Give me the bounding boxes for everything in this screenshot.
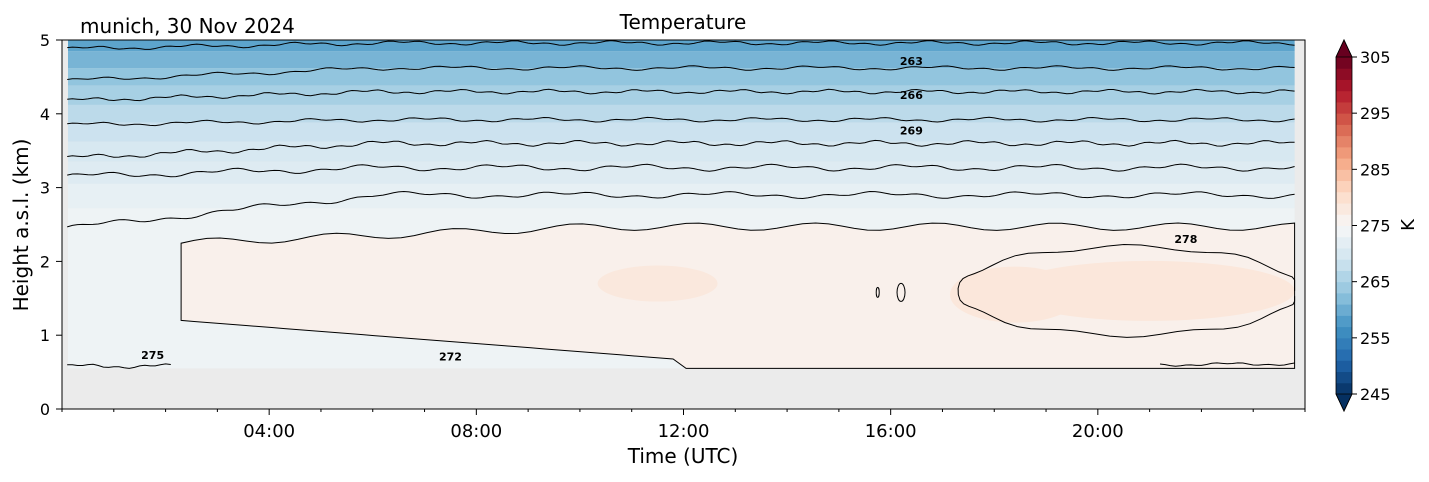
y-tick-label: 3 bbox=[40, 179, 50, 198]
contour-label: 275 bbox=[141, 349, 164, 362]
temperature-band bbox=[68, 104, 1295, 123]
colorbar-segment bbox=[1336, 214, 1352, 226]
colorbar-segment bbox=[1336, 57, 1352, 69]
contour-label: 266 bbox=[900, 89, 923, 102]
colorbar-segment bbox=[1336, 371, 1352, 384]
colorbar-segment bbox=[1336, 304, 1352, 316]
contour-line bbox=[67, 116, 1295, 127]
temperature-band bbox=[68, 51, 1295, 69]
colorbar-segment bbox=[1336, 203, 1352, 215]
colorbar-segment bbox=[1336, 337, 1352, 350]
colorbar-tick-label: 285 bbox=[1360, 160, 1391, 179]
x-tick-label: 20:00 bbox=[1072, 421, 1124, 442]
y-tick-label: 4 bbox=[40, 105, 50, 124]
colorbar-segment bbox=[1336, 191, 1352, 204]
colorbar-segment bbox=[1336, 101, 1352, 114]
colorbar-segment bbox=[1336, 225, 1352, 238]
y-tick-label: 2 bbox=[40, 252, 50, 271]
colorbar-tick-label: 245 bbox=[1360, 385, 1391, 404]
warm-layer-region bbox=[181, 223, 1295, 369]
chart-title: Temperature bbox=[619, 10, 747, 34]
y-tick-label: 0 bbox=[40, 400, 50, 419]
x-tick-label: 12:00 bbox=[658, 421, 710, 442]
colorbar-tick-label: 265 bbox=[1360, 273, 1391, 292]
colorbar-tick-label: 295 bbox=[1360, 104, 1391, 123]
colorbar: 245 255 265 275 285 295 305 bbox=[1335, 39, 1391, 412]
x-tick-label: 08:00 bbox=[450, 421, 502, 442]
contour-line bbox=[67, 40, 1295, 50]
colorbar-segment bbox=[1336, 124, 1352, 137]
temperature-band bbox=[68, 122, 1295, 142]
contour-label: 278 bbox=[1174, 233, 1197, 246]
y-tick-label: 1 bbox=[40, 326, 50, 345]
station-date-label: munich, 30 Nov 2024 bbox=[80, 14, 295, 38]
colorbar-segment bbox=[1336, 180, 1352, 193]
contour-line bbox=[875, 286, 880, 298]
colorbar-segment bbox=[1336, 247, 1352, 260]
contour-line bbox=[67, 88, 1295, 102]
temperature-band bbox=[68, 161, 1295, 184]
colorbar-segment bbox=[1336, 68, 1352, 80]
x-tick-label: 16:00 bbox=[865, 421, 917, 442]
temperature-band bbox=[68, 40, 1295, 52]
colorbar-segment bbox=[1336, 349, 1352, 361]
contour-line bbox=[957, 243, 1296, 338]
colorbar-segment bbox=[1336, 259, 1352, 271]
colorbar-segment bbox=[1336, 281, 1352, 294]
colorbar-segment bbox=[1336, 135, 1352, 148]
colorbar-segment bbox=[1336, 146, 1352, 159]
contour-label: 263 bbox=[900, 55, 923, 68]
colorbar-segment bbox=[1336, 360, 1352, 373]
colorbar-max-arrow bbox=[1335, 39, 1353, 58]
colorbar-segment bbox=[1336, 90, 1352, 103]
contour-label: 269 bbox=[900, 124, 923, 137]
contour-line bbox=[180, 222, 1296, 369]
temperature-band bbox=[68, 141, 1295, 162]
contour-line bbox=[67, 163, 1295, 178]
y-axis-label: Height a.s.l. (km) bbox=[9, 139, 33, 312]
y-tick-label: 5 bbox=[40, 31, 50, 50]
contour-line bbox=[896, 282, 906, 302]
colorbar-segment bbox=[1336, 169, 1352, 182]
colorbar-tick-label: 275 bbox=[1360, 217, 1391, 236]
colorbar-segment bbox=[1336, 79, 1352, 92]
colorbar-min-arrow bbox=[1335, 393, 1353, 412]
colorbar-segment bbox=[1336, 113, 1352, 125]
contour-line bbox=[67, 190, 1295, 228]
warm-core-region bbox=[597, 265, 718, 302]
colorbar-segment bbox=[1336, 236, 1352, 249]
colorbar-tick-label: 255 bbox=[1360, 329, 1391, 348]
plot-area: 263 266 269 278 275 272 bbox=[62, 40, 1305, 409]
contour-label: 272 bbox=[439, 350, 462, 363]
x-axis-label: Time (UTC) bbox=[627, 444, 739, 468]
colorbar-segment bbox=[1336, 270, 1352, 283]
colorbar-segment bbox=[1336, 326, 1352, 339]
colorbar-tick-label: 305 bbox=[1360, 48, 1391, 67]
warm-core-region bbox=[1004, 260, 1295, 321]
contour-line bbox=[67, 65, 1295, 80]
colorbar-segment bbox=[1336, 382, 1352, 395]
contour-line bbox=[67, 363, 171, 369]
colorbar-segment bbox=[1336, 158, 1352, 170]
contour-line bbox=[67, 139, 1295, 158]
colorbar-label: K bbox=[1398, 218, 1419, 231]
colorbar-segment bbox=[1336, 292, 1352, 305]
contour-line bbox=[1159, 362, 1295, 367]
temperature-band bbox=[68, 68, 1295, 86]
warm-core-region bbox=[949, 266, 1080, 323]
colorbar-segment bbox=[1336, 315, 1352, 328]
x-tick-label: 04:00 bbox=[243, 421, 295, 442]
no-data-region bbox=[62, 369, 1305, 409]
